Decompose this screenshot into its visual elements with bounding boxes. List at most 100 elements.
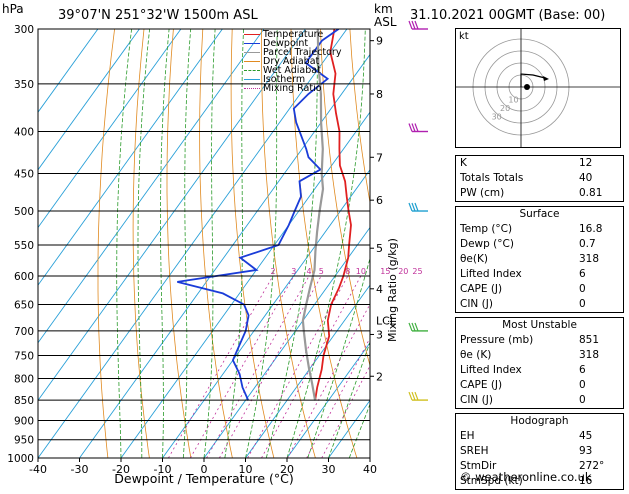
mixing-ratio-label: 8: [345, 267, 350, 276]
hodograph-stat-label: SREH: [460, 444, 489, 459]
pressure-tick-label: 900: [14, 415, 34, 427]
surface-value: 0: [579, 282, 619, 297]
asl-unit-label: ASL: [374, 15, 397, 29]
hodograph-frame: [456, 29, 621, 148]
dry-adiabat-line: [200, 29, 233, 458]
wind-barb-icon: [412, 392, 415, 400]
wet-adiabat-line: [117, 29, 132, 458]
most-unstable-label: CAPE (J): [460, 378, 502, 393]
most-unstable-title: Most Unstable: [456, 318, 623, 333]
km-tick-label: 6: [376, 194, 383, 207]
wind-barb-icon: [409, 323, 412, 331]
km-tick-label: 4: [376, 283, 383, 296]
hodograph-stat-value: 45: [579, 429, 619, 444]
pressure-tick-label: 750: [14, 350, 34, 362]
pressure-tick-label: 950: [14, 435, 34, 447]
hodograph-stat-row: EH 45: [456, 429, 623, 444]
mixing-ratio-label: 5: [319, 267, 324, 276]
mixing-ratio-line: [168, 276, 273, 458]
index-label: PW (cm): [460, 186, 504, 201]
hodograph-stats-title: Hodograph: [456, 414, 623, 429]
surface-value: 318: [579, 252, 619, 267]
datetime-title: 31.10.2021 00GMT (Base: 00): [410, 8, 605, 23]
mixing-ratio-label: 2: [270, 267, 275, 276]
wet-adiabat-line: [183, 29, 190, 458]
legend-swatch: [244, 52, 260, 53]
surface-label: Lifted Index: [460, 267, 522, 282]
wind-barb-icon: [412, 124, 415, 132]
surface-row: Lifted Index 6: [456, 267, 623, 282]
index-label: Totals Totals: [460, 171, 523, 186]
surface-row: Temp (°C)16.8: [456, 222, 623, 237]
index-label: K: [460, 156, 467, 171]
most-unstable-row: CIN (J)0: [456, 393, 623, 408]
pressure-tick-label: 500: [14, 206, 34, 218]
legend-item: Mixing Ratio: [244, 84, 341, 93]
index-value: 40: [579, 171, 619, 186]
dry-adiabat-line: [133, 29, 149, 458]
hodograph-stat-label: EH: [460, 429, 475, 444]
pressure-tick-label: 300: [14, 24, 34, 36]
surface-label: θe(K): [460, 252, 488, 267]
km-tick-label: 9: [376, 35, 383, 48]
pressure-tick-label: 850: [14, 395, 34, 407]
dry-adiabat-line: [167, 29, 191, 458]
pressure-tick-label: 600: [14, 271, 34, 283]
legend-swatch: [244, 61, 260, 62]
temp-tick-label: -30: [71, 463, 89, 476]
pressure-tick-label: 650: [14, 300, 34, 312]
mixing-ratio-label: 15: [380, 267, 390, 276]
hodograph-unit: kt: [459, 31, 469, 42]
surface-value: 6: [579, 267, 619, 282]
copyright-footer: © weatheronline.co.uk: [460, 470, 592, 484]
pressure-tick-label: 550: [14, 240, 34, 252]
most-unstable-value: 851: [579, 333, 619, 348]
mixing-ratio-line: [288, 276, 386, 458]
legend-swatch: [244, 88, 260, 89]
most-unstable-row: CAPE (J) 0: [456, 378, 623, 393]
km-unit-label: km: [374, 2, 393, 16]
surface-value: 0.7: [579, 237, 619, 252]
surface-row: θe(K) 318: [456, 252, 623, 267]
most-unstable-label: θe (K): [460, 348, 491, 363]
most-unstable-row: θe (K)318: [456, 348, 623, 363]
index-row: Totals Totals 40: [456, 171, 623, 186]
wet-adiabat-line: [138, 29, 150, 458]
wind-barb-icon: [415, 392, 418, 400]
temp-tick-label: -40: [29, 463, 47, 476]
mixing-ratio-label: 4: [307, 267, 312, 276]
pressure-tick-label: 450: [14, 168, 34, 180]
x-axis-label: Dewpoint / Temperature (°C): [114, 471, 293, 486]
pressure-tick-label: 700: [14, 326, 34, 338]
most-unstable-label: CIN (J): [460, 393, 493, 408]
wind-barb-icon: [415, 323, 418, 331]
surface-label: CIN (J): [460, 297, 493, 312]
surface-label: CAPE (J): [460, 282, 502, 297]
surface-row: CAPE (J) 0: [456, 282, 623, 297]
mixing-ratio-label: 20: [398, 267, 408, 276]
km-tick-label: 8: [376, 88, 383, 101]
pressure-tick-label: 350: [14, 79, 34, 91]
dry-adiabat-line: [98, 29, 115, 458]
legend-swatch: [244, 70, 260, 71]
surface-row: CIN (J) 0: [456, 297, 623, 312]
legend-swatch: [244, 34, 260, 35]
isotherm-line: [80, 29, 389, 458]
surface-value: 0: [579, 297, 619, 312]
legend-swatch: [244, 79, 260, 80]
most-unstable-value: 0: [579, 378, 619, 393]
mixing-ratio-label: 25: [412, 267, 422, 276]
index-value: 0.81: [579, 186, 619, 201]
km-tick-label: 5: [376, 242, 383, 255]
surface-value: 16.8: [579, 222, 619, 237]
wet-adiabat-line: [204, 29, 215, 458]
temp-tick-label: 30: [322, 463, 336, 476]
km-tick-label: 3: [376, 328, 383, 341]
wind-barb-icon: [409, 203, 412, 211]
